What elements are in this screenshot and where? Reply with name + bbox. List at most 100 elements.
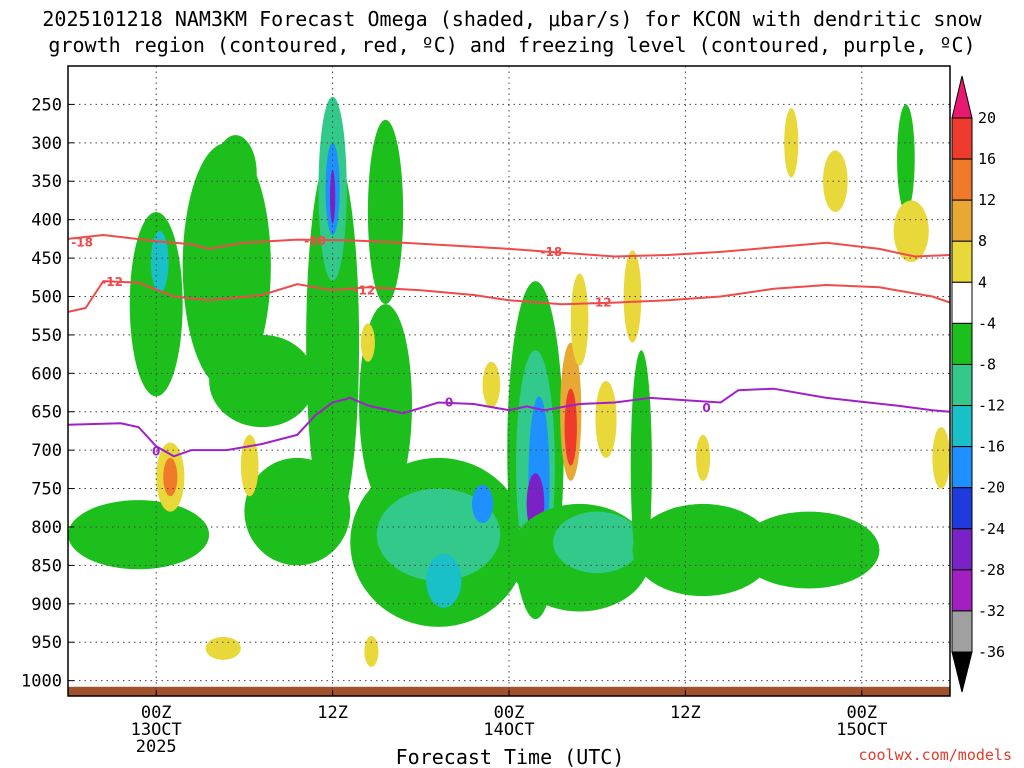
colorbar-swatch-9	[951, 487, 973, 530]
omega-region-5	[209, 334, 315, 428]
x-tick-label-3-0: 12Z	[670, 703, 701, 723]
colorbar-label-1: 16	[978, 150, 996, 168]
omega-region-2	[150, 231, 169, 293]
colorbar-label-9: -20	[978, 479, 1005, 497]
y-axis: 250 300 350 400 450 500 550 600 650 700 750 800 850 9…	[21, 95, 74, 692]
omega-region-40	[932, 427, 950, 489]
y-tick-label-800: 800	[31, 518, 62, 538]
omega-region-22	[553, 511, 642, 574]
colorbar-label-0: 20	[978, 109, 996, 127]
omega-region-38	[822, 150, 848, 212]
y-tick-label-950: 950	[31, 633, 62, 653]
y-tick-label-650: 650	[31, 403, 62, 423]
colorbar-label-4: 4	[978, 273, 987, 291]
contour-line--12-1	[67, 280, 951, 313]
omega-region-7	[306, 150, 360, 535]
colorbar-bottom-triangle	[951, 651, 973, 693]
x-tick-label-0-0: 00Z	[141, 703, 172, 723]
omega-region-16	[471, 484, 494, 524]
contour-label-2: -18	[540, 245, 562, 259]
temperature-contours: -18 -18 -18 -12 -12 -12 0 0 0	[67, 233, 951, 459]
colorbar-label-13: -36	[978, 643, 1005, 661]
colorbar-swatch-6	[951, 363, 973, 407]
y-tick-label-700: 700	[31, 441, 62, 461]
colorbar-swatch-4	[951, 281, 973, 324]
omega-region-42	[364, 636, 379, 667]
colorbar-swatch-10	[951, 528, 973, 571]
omega-region-39	[893, 200, 929, 262]
x-tick-label-0-2: 2025	[136, 737, 177, 757]
colorbar-label-8: -16	[978, 438, 1005, 456]
x-axis-label: Forecast Time (UTC)	[396, 745, 625, 768]
y-tick-label-500: 500	[31, 287, 62, 307]
x-tick-label-0-1: 13OCT	[131, 720, 182, 740]
contour-line--18-0	[67, 233, 951, 258]
chart-title-line-1: 2025101218 NAM3KM Forecast Omega (shaded…	[42, 7, 982, 31]
colorbar-swatch-2	[951, 199, 973, 242]
colorbar-label-7: -12	[978, 397, 1005, 415]
colorbar-swatch-1	[951, 158, 973, 201]
omega-region-1	[129, 211, 183, 397]
x-tick-label-4-0: 00Z	[846, 703, 877, 723]
x-tick-label-1-0: 12Z	[317, 703, 348, 723]
omega-region-29	[570, 273, 589, 366]
y-tick-label-400: 400	[31, 211, 62, 231]
omega-region-14	[376, 488, 501, 581]
contour-label-4: -12	[354, 283, 376, 297]
omega-region-25	[738, 511, 880, 589]
colorbar-swatch-7	[951, 405, 973, 448]
colorbar-swatch-11	[951, 569, 973, 612]
grid-lines	[68, 66, 950, 696]
omega-region-0	[68, 500, 210, 570]
colorbar-label-5: -4	[978, 314, 996, 332]
omega-region-4	[214, 135, 257, 212]
y-tick-label-450: 450	[31, 249, 62, 269]
omega-region-30	[623, 250, 642, 343]
omega-region-37	[784, 108, 799, 178]
omega-region-10	[329, 169, 336, 224]
omega-region-26	[897, 104, 915, 212]
contour-label-8: 0	[702, 401, 710, 415]
omega-region-33	[163, 457, 178, 497]
omega-region-15	[426, 553, 462, 608]
colorbar-swatch-3	[951, 240, 973, 283]
colorbar-label-6: -8	[978, 355, 996, 373]
contour-label-3: -12	[101, 275, 123, 289]
omega-region-41	[205, 636, 241, 660]
contour-label-1: -18	[304, 234, 326, 248]
credit-link[interactable]: coolwx.com/models	[858, 746, 1012, 764]
colorbar-swatch-12	[951, 610, 973, 653]
contour-label-5: -12	[590, 296, 612, 310]
omega-region-43	[695, 434, 711, 481]
colorbar-label-12: -32	[978, 602, 1005, 620]
contour-line-0-2	[67, 387, 951, 458]
omega-region-36	[482, 361, 501, 408]
y-tick-label-850: 850	[31, 556, 62, 576]
omega-region-11	[367, 119, 404, 305]
y-tick-label-350: 350	[31, 172, 62, 192]
y-tick-label-900: 900	[31, 595, 62, 615]
colorbar-label-11: -28	[978, 561, 1005, 579]
plot-area	[68, 96, 950, 696]
colorbar-swatch-8	[951, 446, 973, 489]
colorbar: 20 16 12 8 4 -4 -8 -12 -16 -20 -24 -28 -32 -36	[951, 75, 1005, 693]
contour-label-0: -18	[71, 236, 93, 250]
x-tick-label-2-1: 14OCT	[483, 720, 534, 740]
x-tick-label-2-0: 00Z	[494, 703, 525, 723]
omega-region-31	[595, 381, 617, 458]
x-tick-label-4-1: 15OCT	[836, 720, 887, 740]
chart-title-line-2: growth region (contoured, red, ºC) and f…	[48, 33, 975, 57]
y-tick-label-1000: 1000	[21, 672, 62, 692]
y-tick-label-600: 600	[31, 364, 62, 384]
colorbar-swatch-5	[951, 322, 973, 365]
y-tick-label-750: 750	[31, 480, 62, 500]
omega-region-28	[564, 388, 577, 466]
contour-label-7: 0	[445, 396, 453, 410]
y-tick-label-300: 300	[31, 134, 62, 154]
omega-region-34	[240, 434, 259, 497]
y-tick-label-550: 550	[31, 326, 62, 346]
y-tick-label-250: 250	[31, 95, 62, 115]
colorbar-label-3: 8	[978, 232, 987, 250]
